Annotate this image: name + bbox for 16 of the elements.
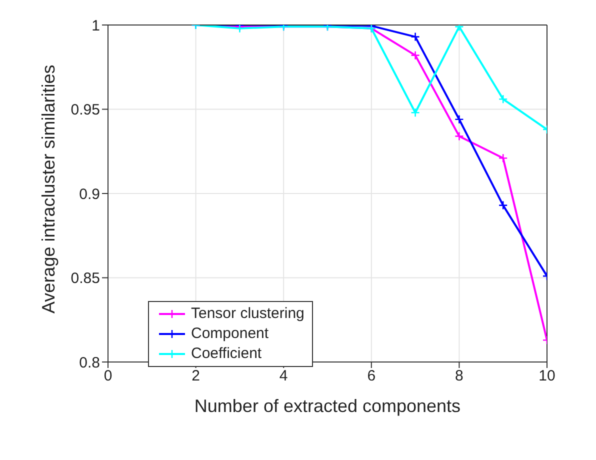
x-tick-label: 10 <box>538 368 556 385</box>
y-tick-label: 0.95 <box>70 102 100 119</box>
legend-label: Coefficient <box>191 344 262 364</box>
x-tick-label: 8 <box>455 368 464 385</box>
legend-label: Component <box>191 324 269 344</box>
x-tick-label: 4 <box>279 368 288 385</box>
legend-label: Tensor clustering <box>191 304 304 324</box>
y-tick-label: 0.9 <box>79 186 100 203</box>
x-axis-title: Number of extracted components <box>194 396 461 416</box>
y-tick-label: 1 <box>92 17 100 34</box>
y-tick-label: 0.85 <box>70 270 100 288</box>
x-tick-label: 0 <box>104 368 112 385</box>
y-tick-label: 0.8 <box>79 354 100 372</box>
x-tick-label: 2 <box>192 368 200 385</box>
y-axis-title: Average intracluster similarities <box>38 64 58 314</box>
x-tick-label: 6 <box>367 368 376 385</box>
